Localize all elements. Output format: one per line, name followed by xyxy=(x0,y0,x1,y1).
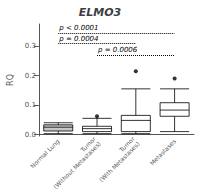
svg-text:0.3: 0.3 xyxy=(25,42,36,50)
svg-text:(Without Metastases): (Without Metastases) xyxy=(52,140,102,190)
svg-text:p = 0.0004: p = 0.0004 xyxy=(58,35,98,43)
svg-text:RQ: RQ xyxy=(6,74,15,86)
svg-text:ELMO3: ELMO3 xyxy=(79,6,122,19)
svg-text:Metastases: Metastases xyxy=(148,138,177,167)
svg-text:(With Metastases): (With Metastases) xyxy=(98,140,141,183)
svg-text:p = 0.0006: p = 0.0006 xyxy=(97,46,138,54)
svg-text:0.0: 0.0 xyxy=(25,131,36,139)
svg-text:0.1: 0.1 xyxy=(25,101,36,109)
svg-text:Normal Lung: Normal Lung xyxy=(29,137,62,170)
svg-text:p < 0.0001: p < 0.0001 xyxy=(58,24,98,32)
svg-text:0.2: 0.2 xyxy=(25,72,36,80)
svg-text:Tumor: Tumor xyxy=(117,135,136,154)
svg-text:Tumor: Tumor xyxy=(79,135,97,154)
